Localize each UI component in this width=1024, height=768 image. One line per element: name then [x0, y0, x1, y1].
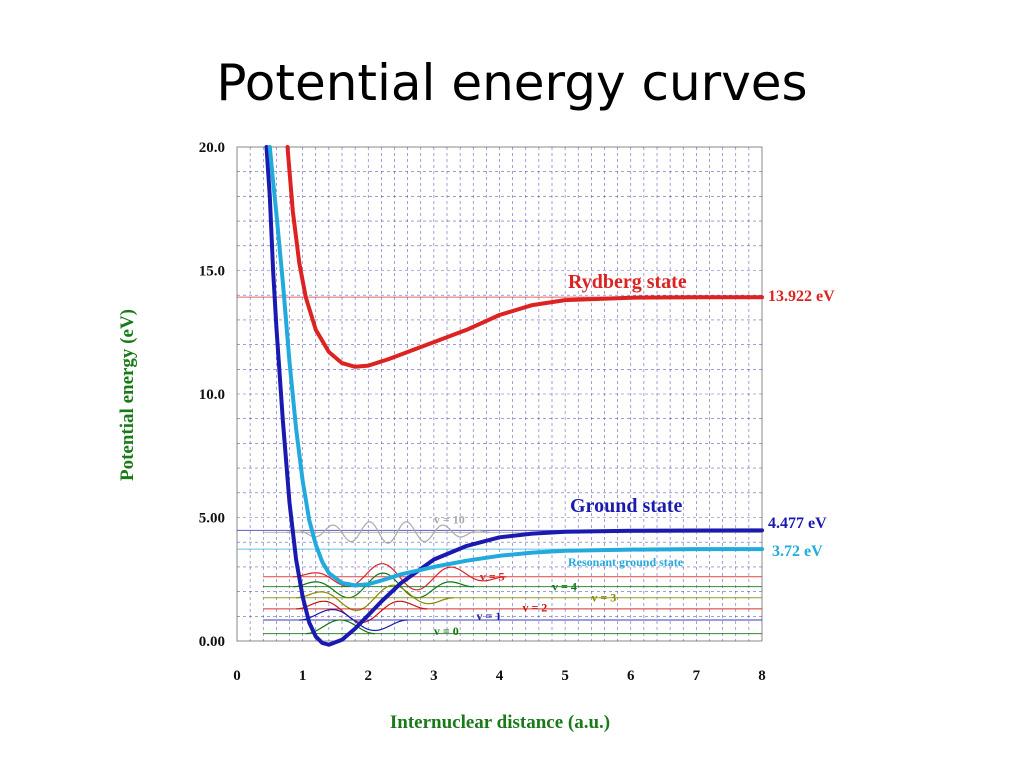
x-tick-label: 1 — [299, 668, 307, 684]
tick-labels: 0 1 2 3 4 5 6 7 8 0.00 5.00 10.0 15.0 20.0 — [199, 140, 766, 684]
curves — [264, 145, 764, 647]
x-tick-label: 6 — [627, 668, 635, 684]
y-tick-label: 10.0 — [199, 387, 225, 403]
wavefunction-3 — [296, 584, 454, 612]
x-axis-title: Internuclear distance (a.u.) — [390, 712, 610, 733]
slide-title: Potential energy curves — [216, 54, 808, 112]
wavefunction-0 — [286, 521, 490, 545]
vib-level-label-2: v = 4 — [552, 579, 577, 593]
grid — [236, 146, 763, 642]
rydberg-state-label: Rydberg state — [568, 271, 687, 293]
resonant-ground-state-label: Resonant ground state — [568, 555, 684, 569]
ground-state-label: Ground state — [570, 495, 683, 517]
vib-level-label-1: v = 5 — [480, 569, 505, 583]
x-tick-label: 7 — [693, 668, 701, 684]
x-tick-label: 2 — [365, 668, 373, 684]
curve-resonant — [267, 145, 764, 588]
y-tick-label: 5.00 — [199, 511, 225, 527]
vibrational-levels: v = 10 v = 5 v = 4 v = 3 v = 2 v = 1 v = 0 — [263, 513, 762, 638]
wavefunction-5 — [299, 609, 408, 632]
asymptote-label-ground: 4.477 eV — [768, 515, 827, 532]
y-tick-label: 15.0 — [199, 264, 225, 280]
vib-level-label-4: v = 2 — [522, 600, 547, 614]
x-tick-label: 8 — [758, 668, 766, 684]
vib-level-label-6: v = 0 — [434, 624, 459, 638]
asymptote-label-rydberg: 13.922 eV — [768, 288, 835, 305]
y-axis-title: Potential energy (eV) — [117, 309, 138, 481]
y-tick-label: 0.00 — [199, 634, 225, 650]
curve-rydberg — [285, 145, 764, 369]
vib-level-label-5: v = 1 — [477, 609, 502, 623]
vib-level-label-0: v = 10 — [434, 513, 465, 527]
asymptote-label-resonant: 3.72 eV — [772, 543, 823, 560]
x-tick-label: 5 — [561, 668, 569, 684]
x-tick-label: 4 — [496, 668, 504, 684]
wavefunction-6 — [305, 619, 375, 635]
curve-ground — [264, 145, 764, 647]
vib-level-label-3: v = 3 — [591, 590, 616, 604]
wavefunction-2 — [292, 572, 474, 599]
x-tick-label: 0 — [233, 668, 241, 684]
y-tick-label: 20.0 — [199, 140, 225, 156]
x-tick-label: 3 — [430, 668, 438, 684]
